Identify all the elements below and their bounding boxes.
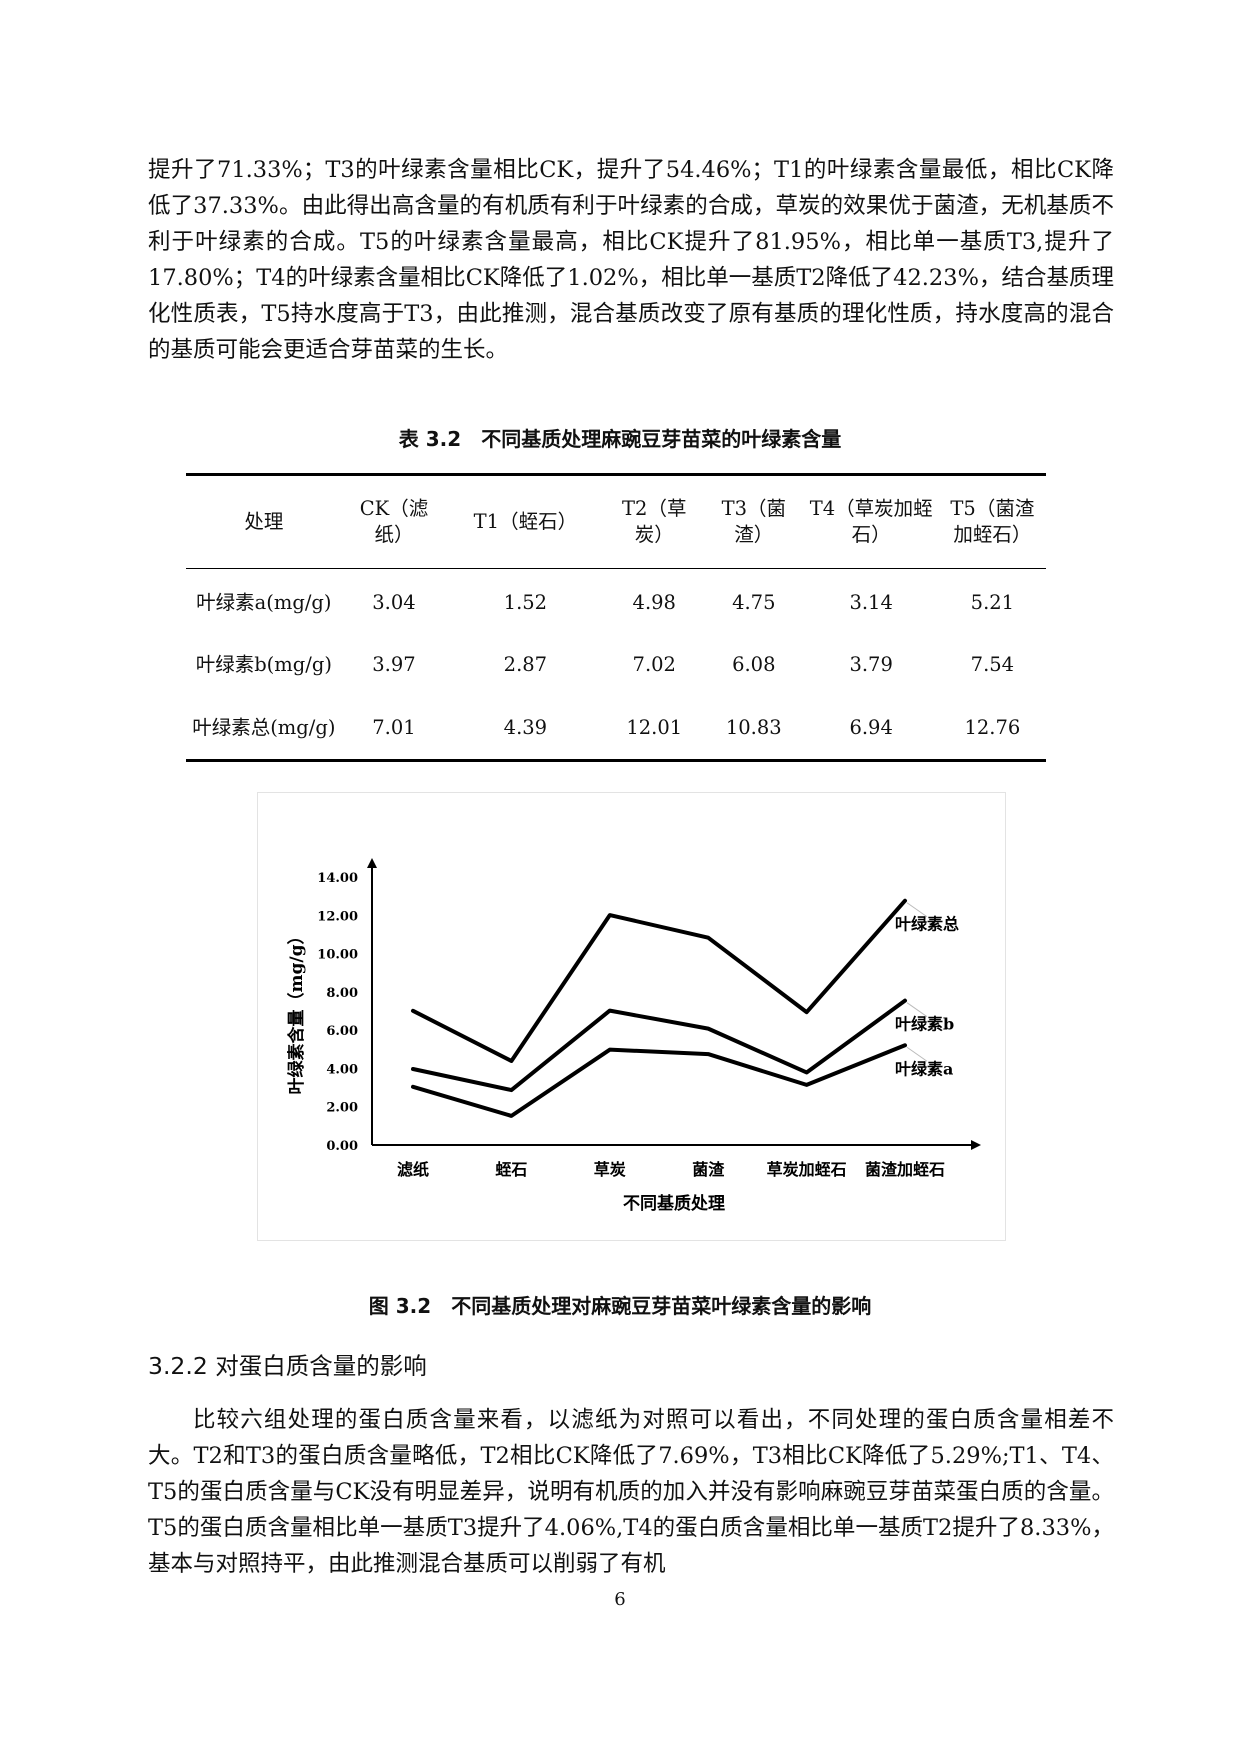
x-tick-label: 菌渣加蛭石 <box>865 1160 945 1179</box>
table-cell: 12.01 <box>626 715 683 739</box>
table-header-cell: T1（蛭石） <box>446 474 605 569</box>
series-label-leader <box>906 1046 928 1062</box>
y-axis-title: 叶绿素含量（mg/g） <box>286 928 307 1095</box>
series-label-leader <box>906 1002 928 1018</box>
table-row: 叶绿素a(mg/g) 3.04 1.52 4.98 4.75 3.14 5.21 <box>186 569 1046 633</box>
series-line <box>411 898 907 1063</box>
table-cell: 叶绿素b(mg/g) <box>195 652 332 676</box>
table-cell: 7.01 <box>372 715 416 739</box>
table-header-cell: T5（菌渣加蛭石） <box>938 474 1046 569</box>
table-row: 叶绿素总(mg/g) 7.01 4.39 12.01 10.83 6.94 12… <box>186 697 1046 761</box>
table-header-cell: T3（菌渣） <box>704 474 804 569</box>
table-header-cell: 处理 <box>186 474 342 569</box>
y-tick-label: 8.00 <box>326 986 358 1001</box>
table-header-cell: T2（草炭） <box>604 474 705 569</box>
y-tick-label: 12.00 <box>317 909 358 924</box>
y-tick-label: 6.00 <box>326 1024 358 1039</box>
chart-svg: 0.00 2.00 4.00 6.00 8.00 10.00 12.00 14.00 滤纸 蛭石 草… <box>286 858 981 1214</box>
series-label-leader <box>906 902 928 918</box>
table-cell: 叶绿素a(mg/g) <box>196 590 332 614</box>
series-label: 叶绿素a <box>895 1059 953 1078</box>
page-number: 6 <box>614 1589 626 1610</box>
chlorophyll-line-chart: 0.00 2.00 4.00 6.00 8.00 10.00 12.00 14.00 滤纸 蛭石 草… <box>257 792 1006 1241</box>
x-tick-label: 草炭 <box>594 1160 626 1179</box>
table-caption: 表 3.2 不同基质处理麻豌豆芽苗菜的叶绿素含量 <box>398 427 842 451</box>
y-tick-label: 0.00 <box>326 1139 358 1154</box>
table-cell: 1.52 <box>503 590 548 614</box>
table-cell: 3.04 <box>372 590 416 614</box>
table-cell: 5.21 <box>970 590 1015 614</box>
x-tick-label: 草炭加蛭石 <box>767 1160 847 1179</box>
series-label: 叶绿素b <box>895 1015 954 1034</box>
table-header-row: 处理 CK（滤纸） T1（蛭石） T2（草炭） T3（菌渣） T4（草炭加蛭石）… <box>186 474 1046 569</box>
table-cell: 2.87 <box>503 652 548 676</box>
table-cell: 7.02 <box>632 652 676 676</box>
table-cell: 3.79 <box>849 652 893 676</box>
y-tick-label: 10.00 <box>317 948 358 963</box>
x-tick-label: 菌渣 <box>692 1160 725 1179</box>
y-tick-label: 14.00 <box>317 871 358 886</box>
figure-caption: 图 3.2 不同基质处理对麻豌豆芽苗菜叶绿素含量的影响 <box>368 1294 872 1318</box>
x-tick-label: 滤纸 <box>397 1160 429 1179</box>
table-cell: 4.75 <box>732 590 776 614</box>
table-header-cell: CK（滤纸） <box>341 474 447 569</box>
table-cell: 6.08 <box>732 652 776 676</box>
x-tick-label: 蛭石 <box>495 1160 527 1179</box>
table-cell: 12.76 <box>964 715 1021 739</box>
table-cell: 10.83 <box>725 715 782 739</box>
x-axis-title: 不同基质处理 <box>623 1193 725 1214</box>
table-cell: 叶绿素总(mg/g) <box>192 715 336 739</box>
table-cell: 7.54 <box>970 652 1015 676</box>
table-cell: 4.98 <box>632 590 676 614</box>
series-label: 叶绿素总 <box>895 915 959 934</box>
table-cell: 3.97 <box>372 652 416 676</box>
table-cell: 3.14 <box>849 590 893 614</box>
series-line <box>411 1043 907 1118</box>
table-cell: 6.94 <box>849 715 893 739</box>
body-paragraph: 比较六组处理的蛋白质含量来看，以滤纸为对照可以看出，不同处理的蛋白质含量相差不大… <box>148 1407 1114 1577</box>
chlorophyll-table: 处理 CK（滤纸） T1（蛭石） T2（草炭） T3（菌渣） T4（草炭加蛭石）… <box>186 473 1046 762</box>
y-tick-label: 4.00 <box>326 1062 358 1077</box>
table-cell: 4.39 <box>503 715 548 739</box>
y-tick-label: 2.00 <box>326 1101 358 1116</box>
series-line <box>411 998 907 1093</box>
body-paragraph: 提升了71.33%；T3的叶绿素含量相比CK，提升了54.46%；T1的叶绿素含… <box>148 157 1114 363</box>
table-row: 叶绿素b(mg/g) 3.97 2.87 7.02 6.08 3.79 7.54 <box>186 633 1046 697</box>
table-header-cell: T4（草炭加蛭石） <box>803 474 939 569</box>
section-heading: 3.2.2 对蛋白质含量的影响 <box>148 1352 427 1380</box>
